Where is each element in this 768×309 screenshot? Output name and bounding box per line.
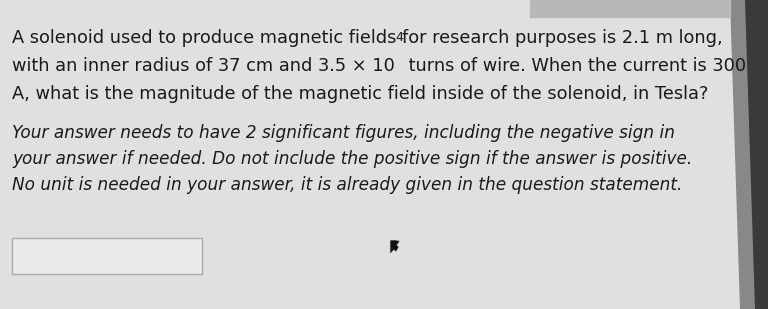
Text: A, what is the magnitude of the magnetic field inside of the solenoid, in Tesla?: A, what is the magnitude of the magnetic… [12, 85, 708, 103]
Text: turns of wire. When the current is 300: turns of wire. When the current is 300 [403, 57, 746, 75]
Text: your answer if needed. Do not include the positive sign if the answer is positiv: your answer if needed. Do not include th… [12, 150, 692, 168]
Text: with an inner radius of 37 cm and 3.5 × 10: with an inner radius of 37 cm and 3.5 × … [12, 57, 395, 75]
Text: No unit is needed in your answer, it is already given in the question statement.: No unit is needed in your answer, it is … [12, 176, 683, 194]
Text: 4: 4 [395, 31, 402, 44]
Polygon shape [745, 0, 768, 309]
Bar [530, 0, 730, 17]
FancyBboxPatch shape [12, 238, 202, 274]
Text: A solenoid used to produce magnetic fields for research purposes is 2.1 m long,: A solenoid used to produce magnetic fiel… [12, 29, 723, 47]
Polygon shape [730, 0, 755, 309]
Polygon shape [390, 240, 400, 254]
Text: Your answer needs to have 2 significant figures, including the negative sign in: Your answer needs to have 2 significant … [12, 124, 675, 142]
